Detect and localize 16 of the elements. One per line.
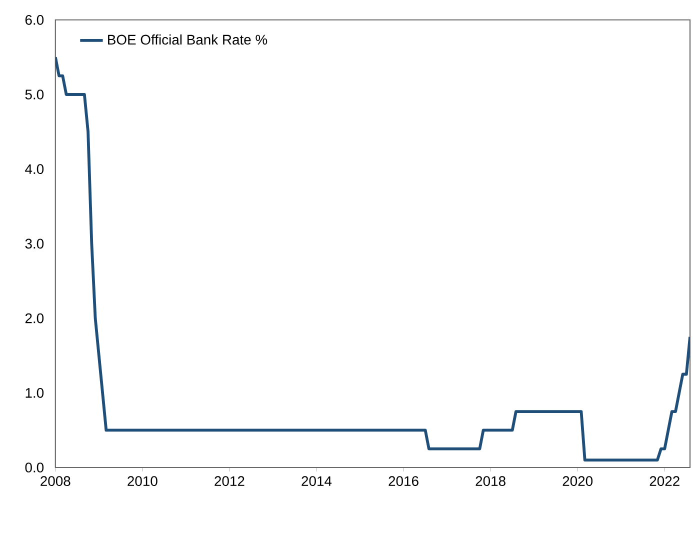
x-tick-label: 2008 bbox=[40, 476, 70, 486]
x-tick-label: 2010 bbox=[128, 476, 158, 486]
x-tick-label: 2018 bbox=[476, 476, 506, 486]
x-tick-label: 2014 bbox=[302, 476, 332, 486]
y-tick-label: 6.0 bbox=[25, 14, 44, 25]
x-tick-label: 2012 bbox=[214, 476, 244, 486]
y-tick-label: 3.0 bbox=[25, 238, 44, 249]
x-tick-label: 2016 bbox=[388, 476, 418, 486]
y-tick-label: 1.0 bbox=[26, 388, 44, 398]
y-tick-label: 5.0 bbox=[25, 90, 44, 100]
legend-label: BOE Official Bank Rate % bbox=[108, 34, 268, 45]
y-tick-label: 4.0 bbox=[25, 164, 44, 174]
x-tick-label: 2022 bbox=[650, 476, 680, 486]
x-tick-label: 2020 bbox=[562, 476, 593, 486]
y-tick-label: 0.0 bbox=[25, 462, 44, 472]
y-tick-label: 2.0 bbox=[25, 313, 44, 324]
